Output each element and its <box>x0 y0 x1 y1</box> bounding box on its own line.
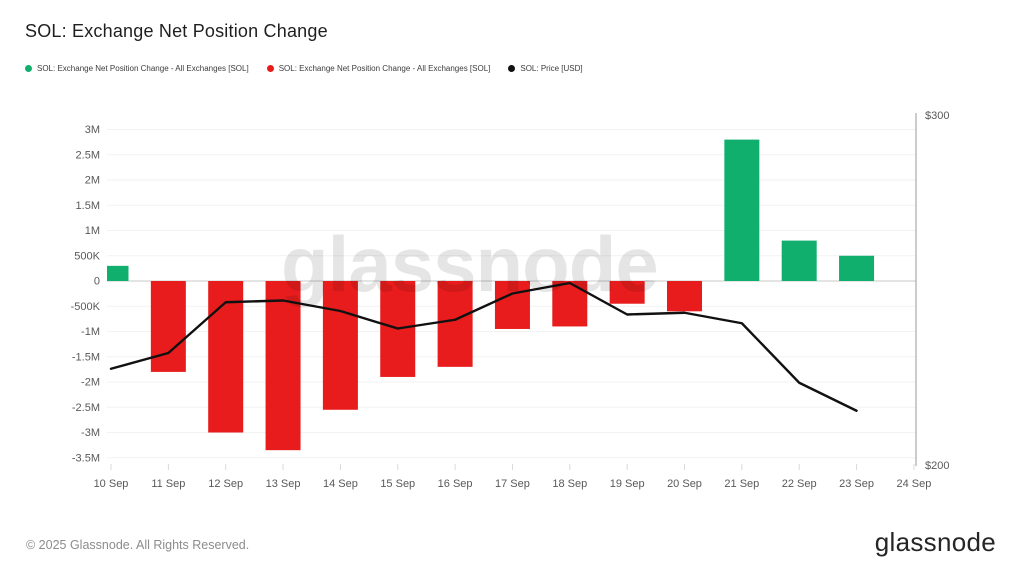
left-axis-tick-label: 0 <box>94 276 100 288</box>
left-axis-tick-label: 1M <box>85 225 100 237</box>
left-axis-tick-label: 2.5M <box>76 149 100 161</box>
x-axis-tick-label: 10 Sep <box>94 478 129 490</box>
bar-11-sep[interactable] <box>150 281 186 372</box>
x-axis-tick-label: 12 Sep <box>208 478 243 490</box>
legend-item-net-position-positive[interactable]: SOL: Exchange Net Position Change - All … <box>25 64 249 73</box>
legend-label: SOL: Price [USD] <box>520 64 583 73</box>
left-axis-tick-label: -3M <box>81 427 100 439</box>
bar-20-sep[interactable] <box>667 281 702 312</box>
left-axis-tick-label: 1.5M <box>76 200 100 212</box>
left-axis-tick-label: 500K <box>74 250 100 262</box>
x-axis-tick-label: 24 Sep <box>896 478 931 490</box>
right-axis-tick-label: $300 <box>925 110 949 122</box>
left-axis-tick-label: -1.5M <box>72 351 100 363</box>
bar-19-sep[interactable] <box>609 281 645 304</box>
x-axis-tick-label: 23 Sep <box>839 478 874 490</box>
bar-12-sep[interactable] <box>208 281 244 433</box>
page-title: SOL: Exchange Net Position Change <box>25 21 328 41</box>
legend-label: SOL: Exchange Net Position Change - All … <box>278 64 491 73</box>
x-axis-tick-label: 22 Sep <box>782 478 817 490</box>
left-axis-tick-label: 3M <box>85 124 100 136</box>
x-axis-tick-label: 17 Sep <box>495 478 530 490</box>
left-axis-tick-label: -500K <box>71 301 101 313</box>
legend-item-net-position-negative[interactable]: SOL: Exchange Net Position Change - All … <box>266 64 491 73</box>
x-axis-tick-label: 19 Sep <box>610 478 645 490</box>
bar-21-sep[interactable] <box>724 139 760 281</box>
right-axis-tick-label: $200 <box>925 460 949 472</box>
left-axis-tick-label: -3.5M <box>72 452 100 464</box>
bar-14-sep[interactable] <box>322 281 358 410</box>
left-axis-tick-label: -2.5M <box>72 402 100 414</box>
chart-legend: SOL: Exchange Net Position Change - All … <box>25 64 583 73</box>
x-axis-tick-label: 16 Sep <box>438 478 473 490</box>
left-axis-tick-label: -2M <box>81 377 100 389</box>
bar-16-sep[interactable] <box>437 281 473 367</box>
legend-dot-icon <box>508 65 516 72</box>
x-axis-tick-label: 20 Sep <box>667 478 702 490</box>
legend-item-price[interactable]: SOL: Price [USD] <box>508 64 583 73</box>
legend-dot-icon <box>266 65 274 72</box>
left-axis-tick-label: 2M <box>85 175 100 187</box>
bar-13-sep[interactable] <box>265 281 301 451</box>
copyright-text: © 2025 Glassnode. All Rights Reserved. <box>26 538 250 552</box>
x-axis-tick-label: 21 Sep <box>724 478 759 490</box>
legend-dot-icon <box>25 65 32 72</box>
bar-17-sep[interactable] <box>494 281 530 329</box>
x-axis-tick-label: 13 Sep <box>266 478 301 490</box>
bar-10-sep[interactable] <box>107 265 129 281</box>
x-axis-tick-label: 15 Sep <box>380 478 415 490</box>
glassnode-logo: glassnode <box>874 527 996 557</box>
x-axis-tick-label: 18 Sep <box>552 478 587 490</box>
bar-23-sep[interactable] <box>839 255 875 281</box>
bar-22-sep[interactable] <box>781 240 817 281</box>
x-axis-tick-label: 14 Sep <box>323 478 358 490</box>
left-axis-tick-label: -1M <box>81 326 100 338</box>
bar-18-sep[interactable] <box>552 281 588 327</box>
x-axis-tick-label: 11 Sep <box>151 478 185 490</box>
legend-label: SOL: Exchange Net Position Change - All … <box>37 64 249 73</box>
price-line <box>109 281 858 412</box>
